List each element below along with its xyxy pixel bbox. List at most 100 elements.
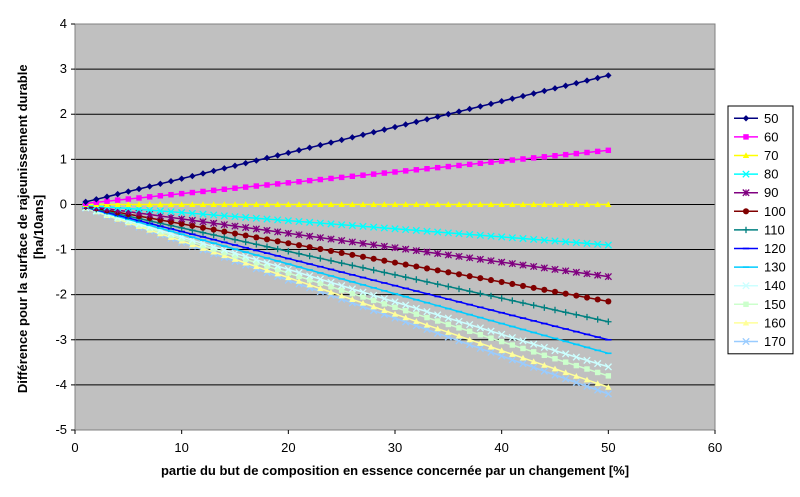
data-point bbox=[253, 234, 260, 241]
x-axis-label: partie du but de composition en essence … bbox=[161, 463, 629, 478]
data-point bbox=[445, 321, 452, 328]
data-point bbox=[328, 284, 334, 290]
data-point bbox=[231, 236, 239, 243]
data-point bbox=[221, 234, 228, 241]
data-point bbox=[157, 180, 164, 188]
data-point bbox=[423, 321, 431, 328]
data-point bbox=[594, 386, 602, 394]
data-point bbox=[530, 262, 538, 271]
data-point bbox=[103, 193, 111, 200]
data-point bbox=[594, 271, 602, 279]
series-70 bbox=[82, 201, 612, 208]
data-point bbox=[253, 263, 260, 270]
data-point bbox=[476, 324, 484, 332]
data-point bbox=[381, 307, 388, 313]
data-point bbox=[476, 231, 484, 239]
data-point bbox=[327, 220, 335, 228]
data-point bbox=[242, 184, 249, 190]
data-point bbox=[605, 373, 612, 379]
data-point bbox=[572, 238, 580, 247]
data-point bbox=[413, 263, 420, 270]
data-point bbox=[444, 314, 452, 322]
data-point bbox=[391, 201, 399, 208]
data-point bbox=[200, 188, 206, 195]
data-point bbox=[157, 216, 164, 224]
data-point bbox=[562, 151, 569, 158]
legend-label: 70 bbox=[764, 148, 778, 163]
legend-item-140: 140 bbox=[734, 278, 786, 293]
data-point bbox=[605, 383, 612, 390]
data-point bbox=[349, 296, 356, 303]
data-point bbox=[530, 340, 538, 348]
data-point bbox=[487, 292, 495, 300]
data-point bbox=[519, 299, 527, 307]
series-layer bbox=[82, 72, 612, 398]
data-point bbox=[284, 265, 292, 274]
data-point bbox=[359, 264, 367, 271]
data-point bbox=[423, 116, 431, 123]
data-point bbox=[519, 201, 527, 208]
data-point bbox=[424, 314, 430, 321]
data-point bbox=[274, 228, 282, 236]
y-tick-label: -5 bbox=[55, 422, 67, 437]
legend-item-80: 80 bbox=[734, 167, 778, 182]
data-point bbox=[498, 352, 506, 360]
data-point bbox=[742, 337, 750, 346]
data-point bbox=[125, 196, 132, 202]
data-point bbox=[466, 105, 473, 113]
x-tick-label: 20 bbox=[281, 440, 295, 455]
data-point bbox=[360, 294, 366, 300]
data-point bbox=[455, 201, 463, 208]
data-point bbox=[338, 259, 345, 267]
data-point bbox=[498, 338, 505, 345]
data-point bbox=[199, 218, 207, 226]
data-point bbox=[189, 201, 196, 208]
data-point bbox=[146, 225, 153, 232]
data-point bbox=[519, 337, 527, 345]
data-point bbox=[604, 241, 612, 249]
data-point bbox=[370, 241, 378, 249]
data-point bbox=[445, 283, 452, 290]
data-point bbox=[264, 263, 270, 269]
data-point bbox=[210, 246, 217, 252]
legend-item-100: 100 bbox=[734, 204, 786, 219]
data-point bbox=[263, 201, 271, 208]
data-point bbox=[413, 167, 420, 173]
data-point bbox=[445, 201, 452, 208]
data-point bbox=[423, 278, 431, 286]
data-point bbox=[253, 157, 260, 164]
data-point bbox=[551, 265, 559, 274]
data-point bbox=[583, 270, 591, 278]
data-point bbox=[391, 225, 399, 233]
data-point bbox=[274, 262, 282, 270]
data-point bbox=[146, 194, 153, 200]
data-point bbox=[424, 165, 430, 172]
data-point bbox=[742, 152, 750, 159]
data-point bbox=[338, 281, 346, 290]
data-point bbox=[360, 172, 366, 178]
data-point bbox=[231, 230, 239, 237]
series-130 bbox=[82, 206, 612, 355]
data-point bbox=[519, 354, 527, 361]
data-point bbox=[466, 230, 474, 239]
data-point bbox=[530, 363, 538, 372]
data-point bbox=[562, 350, 570, 358]
data-point bbox=[444, 229, 452, 237]
data-point bbox=[199, 224, 207, 231]
data-point bbox=[157, 229, 164, 235]
data-point bbox=[327, 201, 335, 208]
data-point bbox=[295, 242, 303, 249]
data-point bbox=[562, 309, 569, 316]
legend-label: 100 bbox=[764, 204, 786, 219]
data-point bbox=[573, 372, 580, 379]
data-point bbox=[445, 110, 452, 118]
y-axis-label-line-1: Différence pour la surface de rajeunisse… bbox=[15, 64, 30, 393]
data-point bbox=[306, 281, 313, 288]
data-point bbox=[157, 201, 164, 208]
data-point bbox=[434, 311, 442, 319]
data-point bbox=[231, 222, 239, 230]
data-point bbox=[434, 164, 441, 171]
series-100 bbox=[82, 203, 612, 305]
data-point bbox=[519, 282, 527, 289]
